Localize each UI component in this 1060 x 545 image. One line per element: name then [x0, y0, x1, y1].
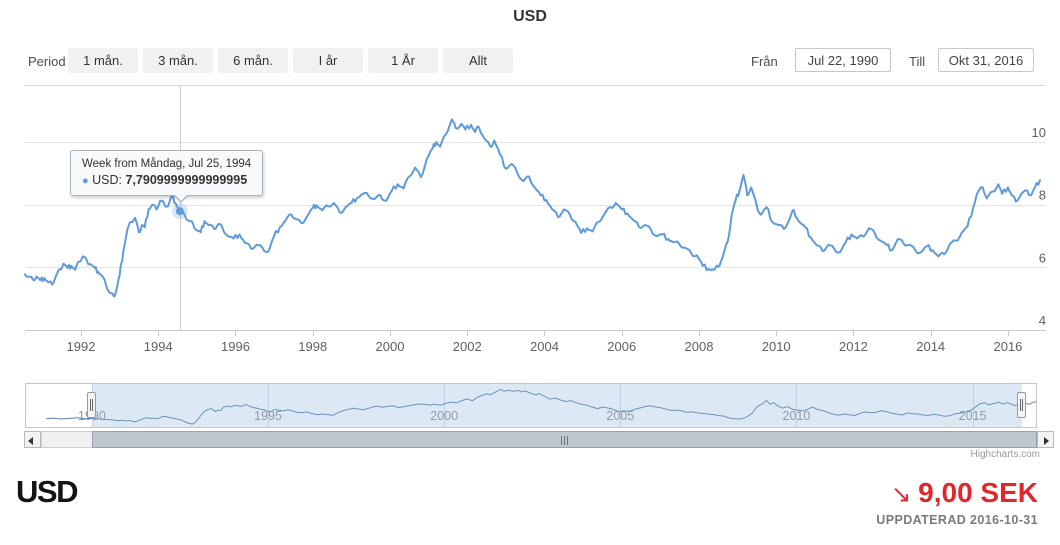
navigator-axis-label: 2000 — [430, 409, 458, 423]
highcharts-credit[interactable]: Highcharts.com — [970, 449, 1040, 460]
tooltip-value: 7,7909999999999995 — [125, 173, 248, 187]
from-label: Från — [751, 54, 778, 69]
x-axis-label: 1996 — [221, 339, 250, 354]
x-axis-label: 1994 — [144, 339, 173, 354]
trend-down-icon: ↘ — [891, 480, 912, 508]
y-axis-label: 8 — [1039, 188, 1046, 203]
period-label: Period — [28, 54, 66, 69]
x-axis-label: 2004 — [530, 339, 559, 354]
scrollbar-thumb[interactable] — [92, 431, 1037, 448]
x-axis-label: 2010 — [762, 339, 791, 354]
scroll-right-icon — [1044, 436, 1049, 445]
current-rate: ↘ 9,00 SEK — [891, 477, 1038, 509]
to-date-input[interactable] — [938, 48, 1034, 72]
navigator-axis-label: 1995 — [254, 409, 282, 423]
x-axis-label: 2016 — [993, 339, 1022, 354]
x-axis-label: 2002 — [453, 339, 482, 354]
x-axis-label: 2000 — [376, 339, 405, 354]
chart-title: USD — [513, 8, 547, 25]
x-axis-label: 2006 — [607, 339, 636, 354]
x-axis-label: 1998 — [298, 339, 327, 354]
range-button-all[interactable]: Allt — [443, 48, 513, 73]
navigator-selected-range[interactable] — [92, 384, 1022, 427]
scrollbar-right-button[interactable] — [1037, 431, 1054, 448]
series-marker-icon: ● — [82, 175, 89, 187]
tooltip-series-name: USD — [92, 173, 119, 187]
x-axis-label: 2014 — [916, 339, 945, 354]
x-axis-label: 2012 — [839, 339, 868, 354]
tooltip-value-row: ● USD: 7,7909999999999995 — [82, 173, 248, 187]
range-button-ytd[interactable]: I år — [293, 48, 363, 73]
series-line-usd[interactable] — [24, 118, 1041, 298]
y-axis-label: 4 — [1039, 313, 1046, 328]
to-label: Till — [909, 54, 926, 69]
range-button-1-year[interactable]: 1 År — [368, 48, 438, 73]
hover-marker[interactable] — [175, 207, 184, 216]
from-date-input[interactable] — [795, 48, 891, 72]
navigator-series-line — [46, 388, 1038, 425]
x-axis-label: 2008 — [685, 339, 714, 354]
navigator-right-handle[interactable] — [1017, 392, 1026, 418]
range-button-3-months[interactable]: 3 mån. — [143, 48, 213, 73]
rate-value: 9,00 SEK — [918, 477, 1038, 508]
y-axis-label: 10 — [1032, 125, 1046, 140]
navigator-left-handle[interactable] — [87, 392, 96, 418]
chart-tooltip: Week from Måndag, Jul 25, 1994 ● USD: 7,… — [70, 150, 264, 203]
tooltip-header: Week from Måndag, Jul 25, 1994 — [82, 158, 252, 170]
y-axis-label: 6 — [1039, 250, 1046, 265]
scroll-left-icon — [28, 436, 33, 445]
scrollbar-grip-icon — [560, 436, 569, 445]
currency-symbol: USD — [16, 474, 78, 509]
navigator-axis-label: 2015 — [959, 409, 987, 423]
navigator-axis-label: 2010 — [783, 409, 811, 423]
x-axis-label: 1992 — [67, 339, 96, 354]
navigator-axis-label: 2005 — [606, 409, 634, 423]
updated-timestamp: UPPDATERAD 2016-10-31 — [876, 513, 1038, 527]
range-button-1-month[interactable]: 1 mån. — [68, 48, 138, 73]
scrollbar-left-button[interactable] — [24, 431, 41, 448]
range-button-6-months[interactable]: 6 mån. — [218, 48, 288, 73]
